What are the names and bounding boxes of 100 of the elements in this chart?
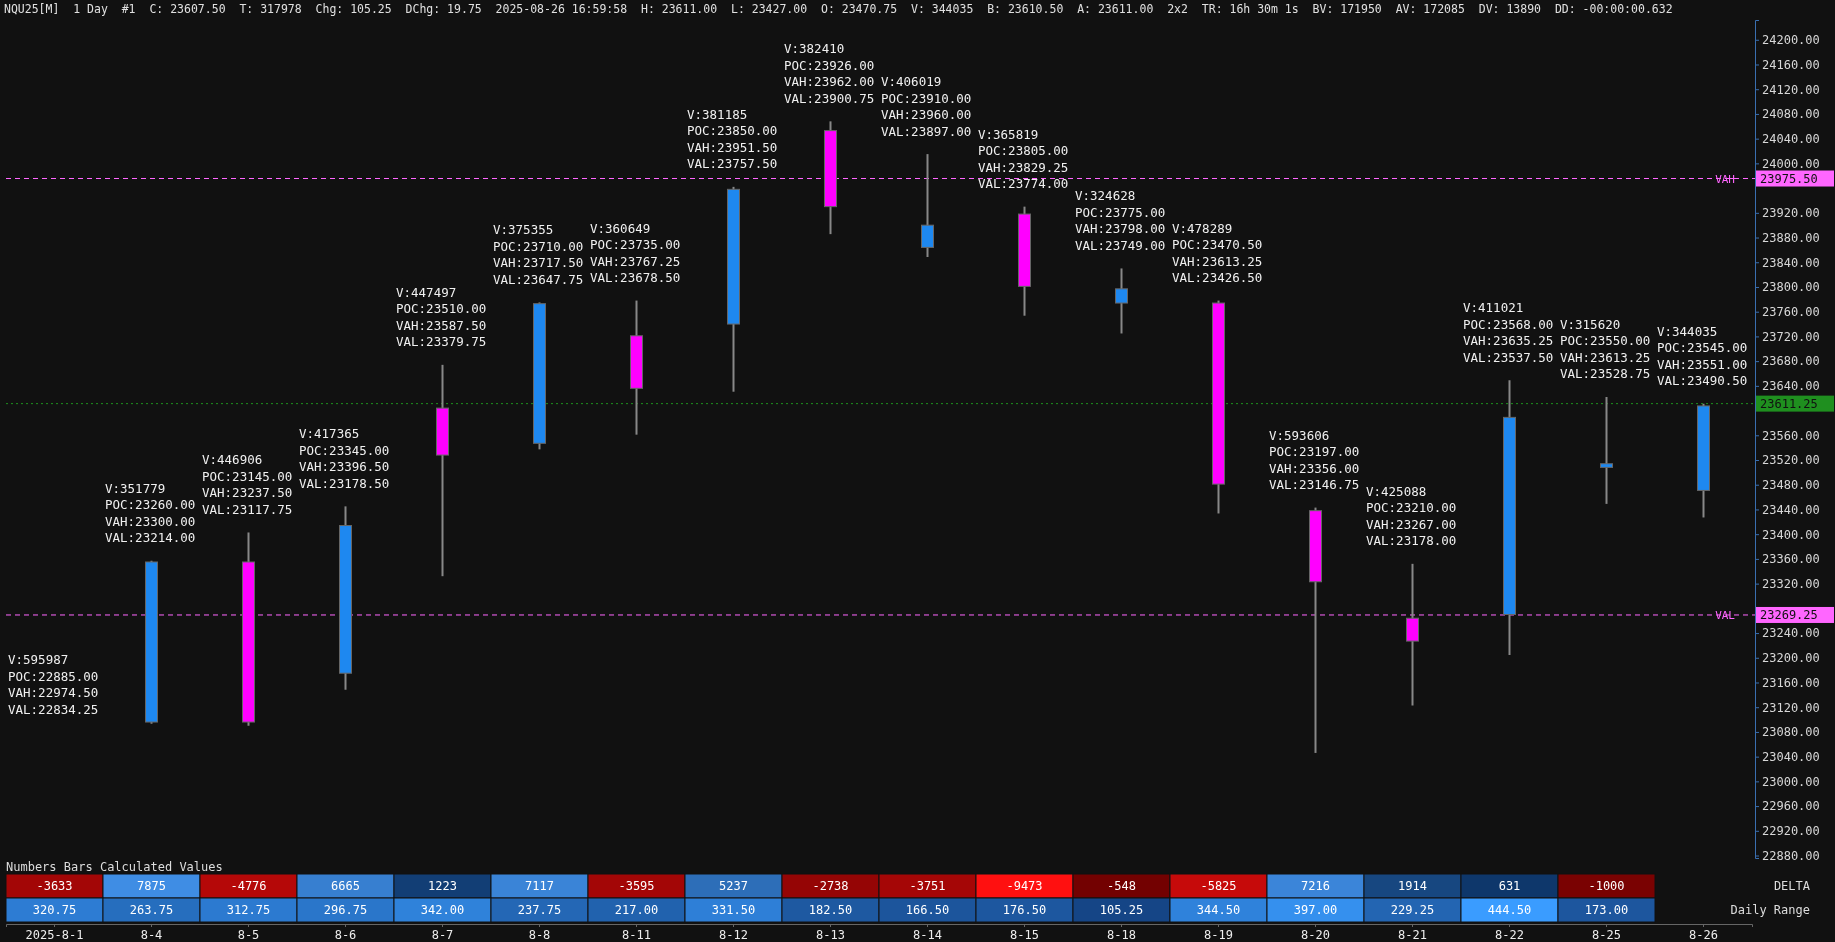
data-label: -2738 [812,879,849,893]
data-label: -3633 [36,879,73,893]
annotation: V:417365 POC:23345.00 VAH:23396.50 VAL:23178.50 [299,426,390,491]
data-label: 7875 [137,879,166,893]
x-tick-label: 8-6 [334,927,357,942]
x-tick-label: 8-12 [719,927,748,942]
ref-line-label: 23611.25 [1760,396,1818,411]
chart-title: NQU25[M] 1 Day #1 C: 23607.50 T: 317978 Chg: 105.25 DChg: 19.75 2025-08-26 16:59:58 H: 23611.00 L: 23427.00 O: 23470.75 V: 344035 B: 23610.50 A: 23611.00 2x2 TR: 16h 30m 1s BV: 171950 AV: 172085 DV: 13890 DD: -00:00:00.632 [4,2,1673,16]
data-label: -3595 [618,879,655,893]
x-tick-label: 8-14 [913,927,942,942]
annotation: V:381185 POC:23850.00 VAH:23951.50 VAL:23757.50 [687,106,778,172]
data-label: 1223 [428,879,457,893]
y-tick-label: 24040.00 [1762,131,1820,146]
annotation: V:595987 POC:22885.00 VAH:22974.50 VAL:22834.25 [8,652,99,717]
annotation: V:382410 POC:23926.00 VAH:23962.00 VAL:23900.75 [784,41,875,106]
annotation: V:447497 POC:23510.00 VAH:23587.50 VAL:23379.75 [396,284,487,350]
y-tick-label: 22880.00 [1762,848,1820,863]
y-tick-label: 23000.00 [1762,774,1820,789]
data-label: 331.50 [711,903,756,917]
data-label: -9473 [1006,879,1043,893]
x-tick-label: 8-19 [1204,927,1233,942]
y-tick-label: 23800.00 [1762,280,1820,295]
y-tick-label: 22960.00 [1762,799,1820,814]
data-label: 344.50 [1196,903,1241,917]
y-tick-label: 23560.00 [1762,428,1820,443]
data-label: 217.00 [614,903,659,917]
x-tick-label: 8-20 [1301,927,1330,942]
x-tick-label: 8-4 [140,927,163,942]
data-label: -1000 [1588,879,1625,893]
y-tick-label: 23640.00 [1762,379,1820,394]
y-tick-label: 23760.00 [1762,305,1820,320]
data-label: -3751 [909,879,946,893]
annotation: V:375355 POC:23710.00 VAH:23717.50 VAL:23647.75 [493,222,584,287]
x-tick-label: 8-15 [1010,927,1039,942]
y-tick-label: 23840.00 [1762,255,1820,270]
annotation: V:446906 POC:23145.00 VAH:23237.50 VAL:23117.75 [202,452,293,517]
chart-title: Numbers Bars Calculated Values [6,860,223,874]
data-label: 320.75 [32,903,77,917]
x-tick-label: 8-25 [1592,927,1621,942]
x-tick-label: 8-13 [816,927,845,942]
data-label: 1914 [1398,879,1427,893]
y-tick-label: 23320.00 [1762,576,1820,591]
candlestick [1115,267,1128,335]
data-label: 263.75 [129,903,174,917]
y-tick-label: 24120.00 [1762,82,1820,97]
y-tick-label: 23520.00 [1762,453,1820,468]
data-label: 342.00 [420,903,465,917]
data-label: 7117 [525,879,554,893]
data-label: 182.50 [808,903,853,917]
y-tick-label: 22920.00 [1762,824,1820,839]
data-label: 173.00 [1584,903,1629,917]
data-label: 7216 [1301,879,1330,893]
y-tick-label: 23200.00 [1762,651,1820,666]
y-tick-label: DELTA [1773,879,1811,893]
y-tick-label: 23680.00 [1762,354,1820,369]
x-tick-label: 8-26 [1689,927,1718,942]
annotation: V:324628 POC:23775.00 VAH:23798.00 VAL:23749.00 [1075,188,1166,253]
y-tick-label: 23040.00 [1762,749,1820,764]
ref-line-label: 23269.25 [1760,607,1818,622]
annotation: V:425088 POC:23210.00 VAH:23267.00 VAL:23178.00 [1366,483,1457,549]
y-tick-label: 23080.00 [1762,725,1820,740]
data-label: 6665 [331,879,360,893]
x-tick-label: 8-8 [528,927,551,942]
y-tick-label: 23360.00 [1762,552,1820,567]
ref-line-label: 23975.50 [1760,171,1818,186]
annotation: V:406019 POC:23910.00 VAH:23960.00 VAL:23897.00 [881,74,972,139]
x-tick-label: 8-18 [1107,927,1136,942]
data-label: 296.75 [323,903,368,917]
candlestick [921,153,934,258]
x-tick-label: 8-11 [622,927,651,942]
y-tick-label: 24200.00 [1762,33,1820,48]
x-tick-label: 8-7 [431,927,454,942]
data-label: 176.50 [1002,903,1047,917]
annotation: V:351779 POC:23260.00 VAH:23300.00 VAL:23214.00 [105,480,196,546]
data-label: 105.25 [1099,903,1144,917]
y-tick-label: 24000.00 [1762,156,1820,171]
y-tick-label: 23240.00 [1762,626,1820,641]
y-tick-label: 23120.00 [1762,700,1820,715]
y-tick-label: 23920.00 [1762,206,1820,221]
annotation: V:478289 POC:23470.50 VAH:23613.25 VAL:23426.50 [1172,220,1263,286]
data-label: 444.50 [1487,903,1532,917]
annotation: VAL [1715,608,1736,622]
y-tick-label: Daily Range [1730,903,1810,917]
data-label: 237.75 [517,903,562,917]
data-label: 229.25 [1390,903,1435,917]
data-label: -5825 [1200,879,1237,893]
y-tick-label: 23720.00 [1762,329,1820,344]
data-label: 631 [1498,879,1521,893]
annotation: V:360649 POC:23735.00 VAH:23767.25 VAL:23678.50 [590,220,681,286]
annotation: V:344035 POC:23545.00 VAH:23551.00 VAL:23490.50 [1657,323,1748,389]
y-tick-label: 24160.00 [1762,57,1820,72]
data-label: 312.75 [226,903,271,917]
candlestick [1406,562,1419,707]
data-label: 166.50 [905,903,950,917]
x-tick-label: 8-21 [1398,927,1427,942]
annotation: V:593606 POC:23197.00 VAH:23356.00 VAL:23146.75 [1269,427,1360,493]
y-tick-label: 23480.00 [1762,478,1820,493]
data-label: 5237 [719,879,748,893]
data-label: -548 [1107,879,1136,893]
annotation: V:411021 POC:23568.00 VAH:23635.25 VAL:23537.50 [1463,300,1554,365]
